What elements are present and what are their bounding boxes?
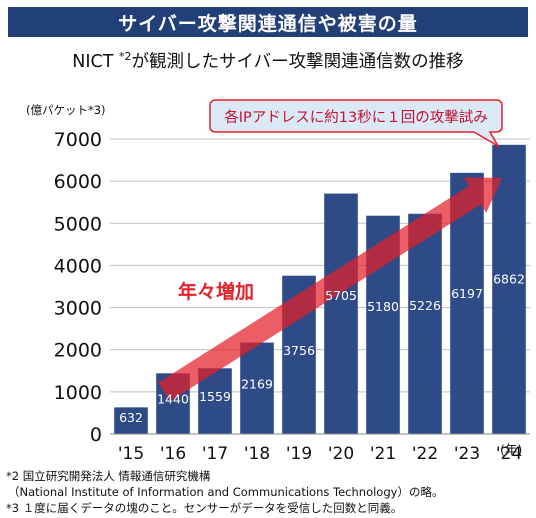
x-tick-label: '16 xyxy=(160,444,186,464)
data-label: 2169 xyxy=(241,376,273,391)
x-tick-label: '20 xyxy=(328,444,354,464)
x-tick-label: '24 xyxy=(496,444,522,464)
callout-box xyxy=(209,99,503,149)
bar-chart: 0 1000 2000 3000 4000 5000 6000 7000 (億パケット*3) '1… xyxy=(26,99,530,464)
y-tick-label: 0 xyxy=(90,424,102,446)
x-tick-label: '22 xyxy=(412,444,438,464)
subtitle-prefix: NICT xyxy=(72,52,120,72)
data-label: 1559 xyxy=(199,389,231,404)
bar xyxy=(324,193,358,434)
data-label: 632 xyxy=(119,410,143,425)
y-tick-label: 2000 xyxy=(54,340,102,362)
y-tick-label: 4000 xyxy=(54,255,102,277)
arrow-label: 年々増加 xyxy=(178,280,254,303)
data-label: 5180 xyxy=(367,299,399,314)
x-tick-label: '21 xyxy=(370,444,396,464)
data-label: 5226 xyxy=(409,298,441,313)
x-tick-label: '15 xyxy=(118,444,144,464)
y-tick-label: 1000 xyxy=(54,382,102,404)
bar xyxy=(408,213,442,434)
banner-title: サイバー攻撃関連通信や被害の量 xyxy=(8,7,528,37)
footnote-3: *3 １度に届くデータの塊のこと。センサーがデータを受信した回数と同義。 xyxy=(6,501,403,515)
banner-title-text: サイバー攻撃関連通信や被害の量 xyxy=(118,12,418,35)
x-tick-label: '18 xyxy=(244,444,270,464)
footnote-2-line2: （National Institute of Information and C… xyxy=(8,485,444,499)
x-tick-label: '23 xyxy=(454,444,480,464)
data-label: 5705 xyxy=(325,288,357,303)
subtitle-footnote-mark: *2 xyxy=(119,50,132,64)
data-label: 1440 xyxy=(157,392,189,407)
data-label: 3756 xyxy=(283,343,315,358)
y-tick-label: 5000 xyxy=(54,213,102,235)
data-label: 6197 xyxy=(451,286,483,301)
bar xyxy=(240,342,274,434)
callout-text: 各IPアドレスに約13秒に１回の攻撃試み xyxy=(224,109,487,126)
footnote-2-line1: *2 国立研究開発法人 情報通信研究機構 xyxy=(6,469,211,483)
bar xyxy=(114,407,148,434)
x-tick-label: '19 xyxy=(286,444,312,464)
x-axis-unit: (年) xyxy=(500,442,522,457)
y-tick-label: 6000 xyxy=(54,171,102,193)
y-tick-label: 7000 xyxy=(54,129,102,151)
x-tick-label: '17 xyxy=(202,444,228,464)
subtitle-rest: が観測したサイバー攻撃関連通信数の推移 xyxy=(131,52,464,72)
chart-subtitle: NICT *2が観測したサイバー攻撃関連通信数の推移 xyxy=(0,48,536,73)
footnotes: *2 国立研究開発法人 情報通信研究機構 （National Institute… xyxy=(6,468,534,516)
growth-arrow xyxy=(158,177,502,402)
bar xyxy=(492,144,526,434)
y-tick-label: 3000 xyxy=(54,298,102,320)
y-axis-label: (億パケット*3) xyxy=(26,103,106,117)
data-label: 6862 xyxy=(493,272,525,287)
